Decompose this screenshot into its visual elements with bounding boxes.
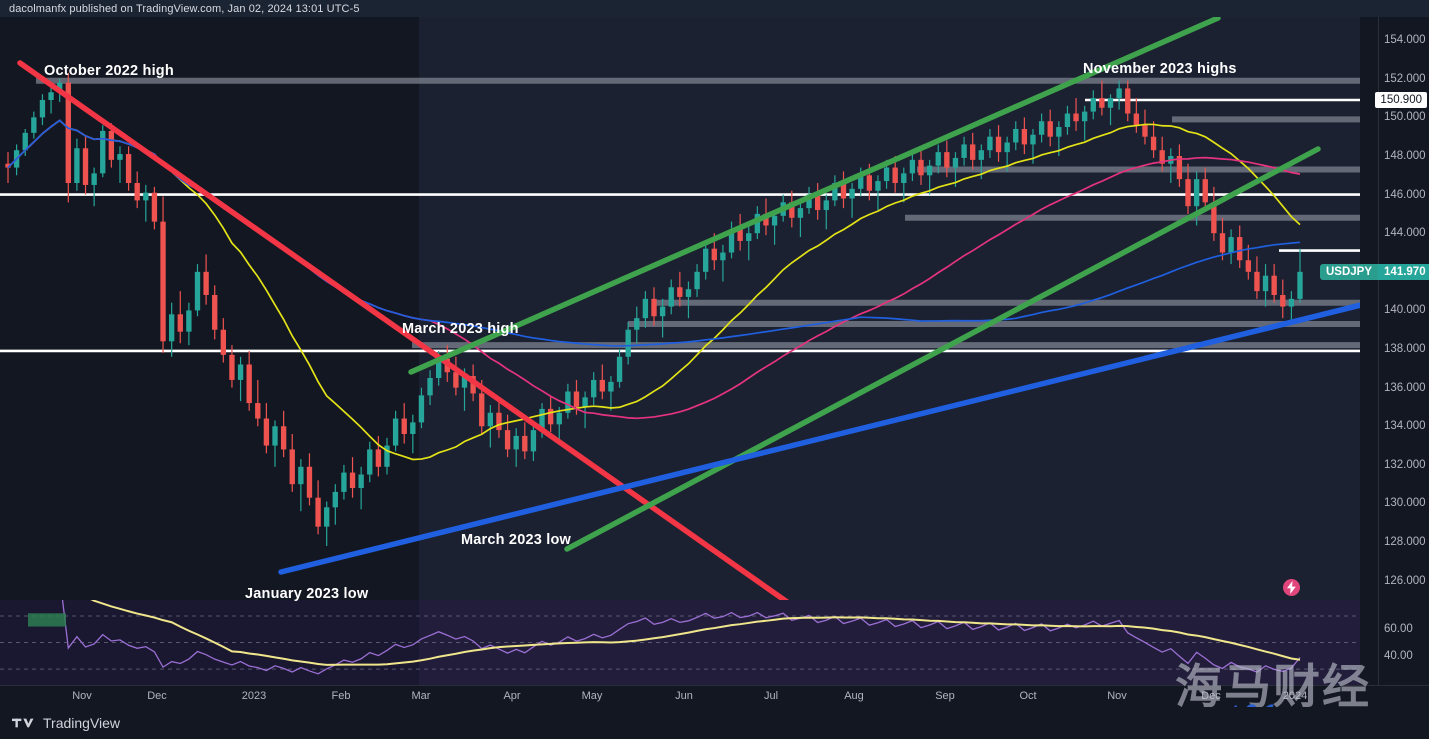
time-axis-tick: 2024: [1282, 690, 1308, 702]
time-axis-tick: Apr: [503, 690, 521, 702]
price-axis-tick: 136.000: [1384, 381, 1426, 394]
time-axis-tick: Mar: [411, 690, 431, 702]
price-axis-tick: 146.000: [1384, 188, 1426, 201]
chart-annotation-label: January 2023 low: [245, 586, 369, 602]
tradingview-brand[interactable]: TradingView: [0, 715, 120, 731]
rsi-chart-svg: [0, 600, 1360, 685]
price-axis-divider: [1378, 17, 1379, 685]
price-axis-tick: 140.000: [1384, 304, 1426, 317]
time-axis-tick: Nov: [1107, 690, 1127, 702]
tradingview-logo-icon: [12, 718, 34, 728]
time-axis-tick: May: [581, 690, 603, 702]
chart-credit-text: dacolmanfx published on TradingView.com,…: [9, 2, 360, 15]
price-chart-plot[interactable]: [0, 17, 1360, 600]
price-axis-tick: 132.000: [1384, 458, 1426, 471]
chart-annotation-label: March 2023 low: [461, 532, 571, 548]
price-axis-tick: 152.000: [1384, 72, 1426, 85]
time-axis[interactable]: Nov Dec 2023 Feb Mar Apr May Jun Jul Aug Sep Oct Nov…: [0, 685, 1429, 708]
chart-annotation-label: March 2023 high: [402, 321, 519, 337]
time-axis-tick: Aug: [844, 690, 864, 702]
rsi-axis-tick: 60.00: [1384, 623, 1413, 636]
price-level-tag: 150.900: [1375, 92, 1427, 108]
time-axis-tick: Dec: [147, 690, 167, 702]
last-price-label: 141.970: [1378, 264, 1429, 281]
time-axis-tick: Jul: [763, 690, 779, 702]
rsi-axis-tick: 40.00: [1384, 649, 1413, 662]
time-axis-tick: Jun: [675, 690, 693, 702]
time-axis-tick: Oct: [1019, 690, 1037, 702]
time-axis-tick: Dec: [1201, 690, 1221, 702]
price-axis-tick: 130.000: [1384, 497, 1426, 510]
price-axis-tick: 134.000: [1384, 420, 1426, 433]
chart-annotation-label: November 2023 highs: [1083, 61, 1237, 77]
alert-badge-icon[interactable]: [1283, 579, 1300, 596]
time-axis-tick: Sep: [935, 690, 955, 702]
chart-footer: TradingView: [0, 707, 1429, 739]
symbol-label: USDJPY: [1320, 264, 1379, 281]
price-axis-tick: 126.000: [1384, 574, 1426, 587]
time-axis-tick: Nov: [72, 690, 92, 702]
tradingview-wordmark: TradingView: [43, 715, 121, 731]
price-axis-tick: 128.000: [1384, 536, 1426, 549]
price-axis-tick: 154.000: [1384, 34, 1426, 47]
price-axis-tick: 144.000: [1384, 227, 1426, 240]
chart-annotation-label: October 2022 high: [44, 63, 174, 79]
last-price-tag: USDJPY 141.970: [1320, 264, 1429, 281]
time-axis-tick: Feb: [331, 690, 351, 702]
time-axis-tick: 2023: [241, 690, 267, 702]
rsi-indicator-plot[interactable]: [0, 600, 1360, 685]
lightning-glyph: [1287, 581, 1296, 594]
price-chart-svg: [0, 17, 1360, 600]
price-axis-tick: 138.000: [1384, 343, 1426, 356]
chart-credit-header: dacolmanfx published on TradingView.com,…: [0, 0, 1429, 17]
price-axis[interactable]: 154.000 152.000 150.000 148.000 146.000 144.0…: [1320, 17, 1429, 685]
price-axis-tick: 150.000: [1384, 111, 1426, 124]
price-axis-tick: 148.000: [1384, 149, 1426, 162]
